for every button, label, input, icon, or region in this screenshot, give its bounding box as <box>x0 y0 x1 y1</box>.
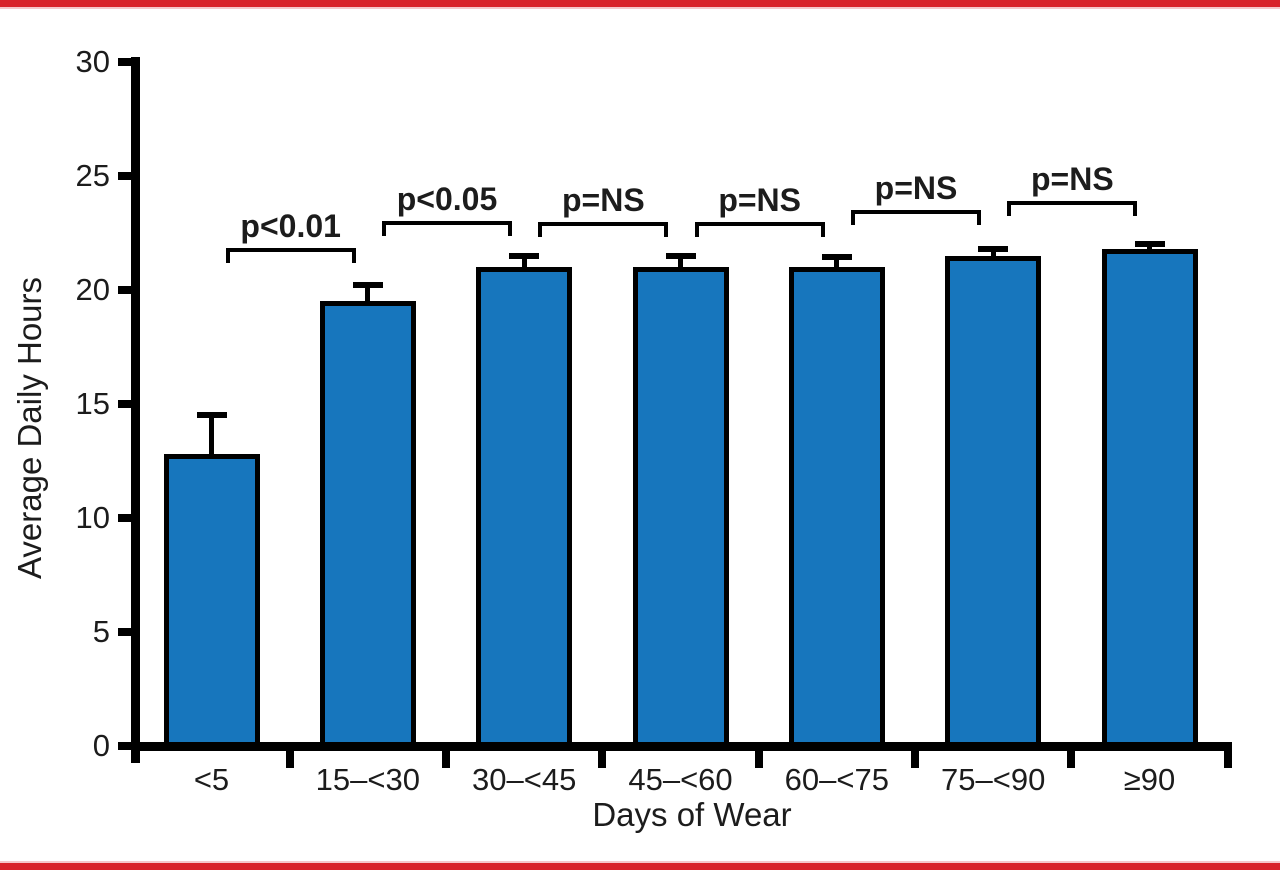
y-axis-line <box>131 57 140 763</box>
significance-bracket <box>850 210 982 225</box>
error-bar-cap <box>1134 241 1165 248</box>
bottom-red-rule <box>0 863 1280 870</box>
y-axis-tick <box>118 400 132 408</box>
y-tick-label: 25 <box>75 158 110 193</box>
error-bar-stem <box>521 255 527 274</box>
error-bar-stem <box>209 415 214 461</box>
bar <box>1101 248 1198 749</box>
bar <box>945 255 1042 749</box>
bar <box>163 454 260 749</box>
x-axis-line <box>131 742 1232 751</box>
y-axis-tick <box>118 742 132 750</box>
x-tick-label: <5 <box>193 762 230 797</box>
error-bar-cap <box>978 245 1009 252</box>
x-axis-tick <box>1067 750 1076 768</box>
error-bar-stem <box>834 256 840 274</box>
significance-bracket <box>694 222 825 237</box>
y-axis-tick <box>118 514 132 522</box>
error-bar-cap <box>821 253 852 260</box>
top-red-rule <box>0 0 1280 7</box>
error-bar-cap <box>196 412 227 419</box>
y-axis-tick <box>118 172 132 180</box>
error-bar-cap <box>352 282 383 289</box>
x-axis-end-tick <box>1224 750 1232 768</box>
y-tick-label: 20 <box>75 272 110 307</box>
significance-label: p<0.01 <box>240 208 341 244</box>
error-bar-stem <box>365 285 371 308</box>
x-tick-label: 75–<90 <box>941 762 1046 797</box>
y-tick-label: 15 <box>75 386 110 421</box>
significance-label: p=NS <box>561 182 645 218</box>
significance-label: p=NS <box>718 182 801 218</box>
significance-label: p=NS <box>1030 161 1114 197</box>
x-axis-tick <box>911 750 919 768</box>
y-tick-label: 10 <box>75 500 110 535</box>
significance-bracket <box>1007 201 1138 216</box>
y-tick-label: 0 <box>92 728 110 763</box>
significance-bracket <box>538 222 669 237</box>
x-axis-tick <box>442 750 450 768</box>
bar <box>476 267 573 749</box>
significance-bracket <box>225 248 356 263</box>
significance-label: p<0.05 <box>396 181 498 217</box>
y-axis-tick <box>118 286 132 294</box>
error-bar-stem <box>678 255 683 274</box>
x-tick-label: 30–<45 <box>472 762 577 797</box>
y-axis-tick <box>118 58 132 66</box>
bar <box>788 267 885 749</box>
bar <box>319 301 416 749</box>
significance-label: p=NS <box>874 170 958 206</box>
x-tick-label: 15–<30 <box>315 762 420 797</box>
y-tick-label: 30 <box>75 44 110 79</box>
x-axis-title: Days of Wear <box>592 796 792 833</box>
significance-bracket <box>381 221 513 236</box>
x-tick-label: 45–<60 <box>628 762 733 797</box>
error-bar-cap <box>509 252 540 259</box>
error-bar-stem <box>990 248 996 262</box>
bar <box>632 267 729 749</box>
x-tick-label: 60–<75 <box>784 762 889 797</box>
x-axis-tick <box>754 750 763 768</box>
y-axis-tick <box>118 628 132 636</box>
y-tick-label: 5 <box>92 614 110 649</box>
x-axis-tick <box>285 750 294 768</box>
x-tick-label: ≥90 <box>1123 762 1176 797</box>
error-bar-cap <box>665 252 696 259</box>
y-axis-title: Average Daily Hours <box>11 276 48 580</box>
x-axis-tick <box>598 750 607 768</box>
